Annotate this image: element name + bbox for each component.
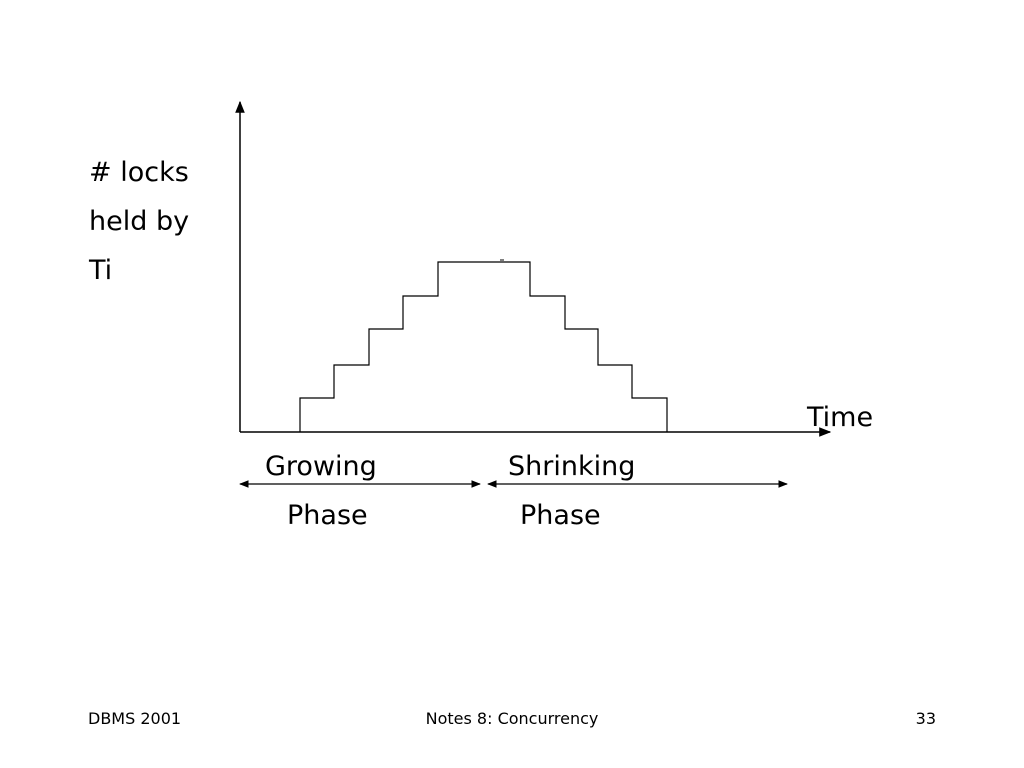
footer-left: DBMS 2001 bbox=[88, 709, 181, 728]
phase-label: Phase bbox=[520, 500, 601, 531]
page-number: 33 bbox=[916, 709, 936, 728]
phase-label: Shrinking bbox=[508, 451, 635, 482]
phase-label: Growing bbox=[265, 451, 377, 482]
x-label: Time bbox=[806, 402, 873, 433]
lock-curve bbox=[299, 261, 668, 432]
y-label-line: # locks bbox=[89, 157, 189, 188]
y-label-line: held by bbox=[89, 206, 189, 237]
footer-center: Notes 8: Concurrency bbox=[426, 709, 599, 728]
phase-label: Phase bbox=[287, 500, 368, 531]
y-label-line: Ti bbox=[88, 255, 112, 286]
